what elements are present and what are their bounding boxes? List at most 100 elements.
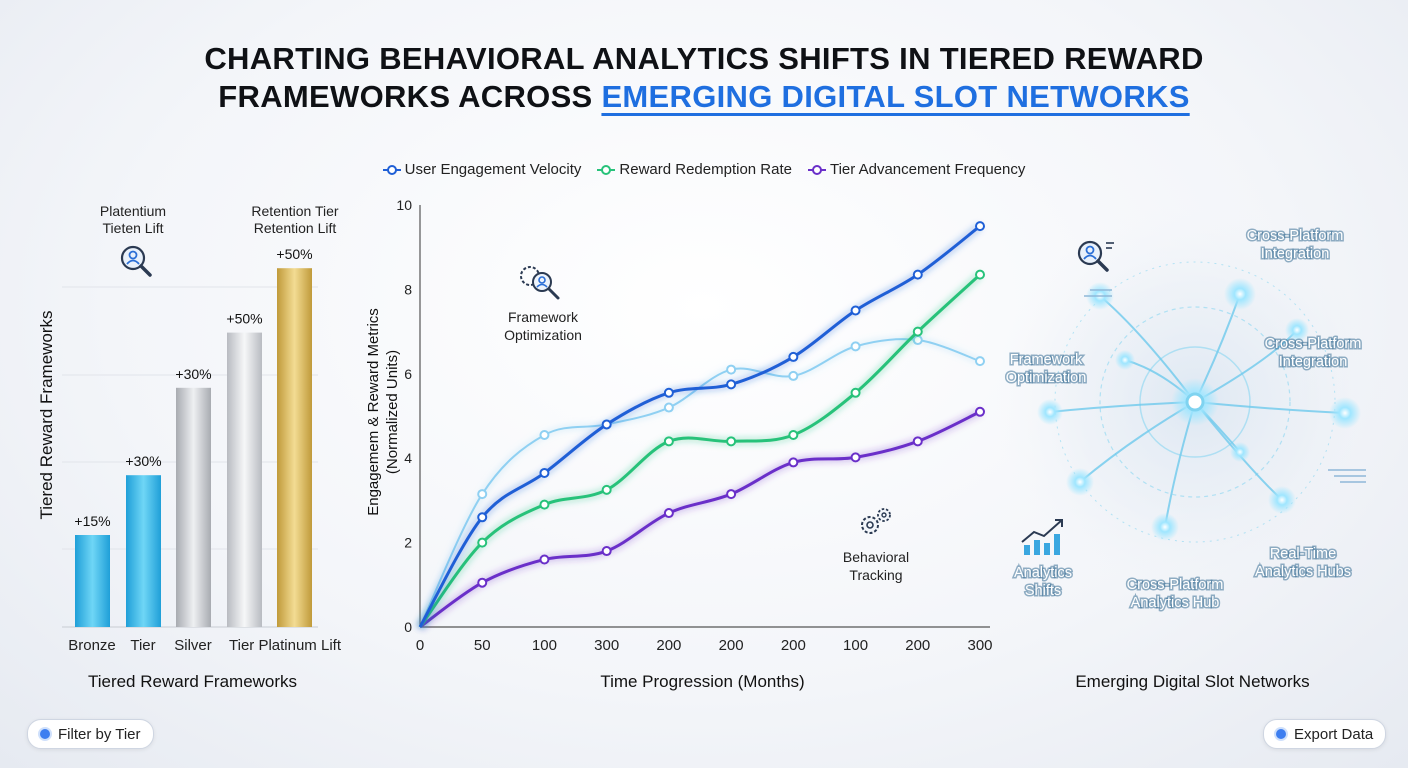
y-tick-label: 0 [404,619,412,635]
network-label-line1: Cross-Platform [1265,336,1362,352]
x-tick-label: 200 [781,637,806,654]
series-point [601,419,612,430]
page-title: CHARTING BEHAVIORAL ANALYTICS SHIFTS IN … [0,40,1408,116]
annotation-framework-optimization: Framework Optimization [504,266,582,343]
network-label: Analytics Shifts [1012,564,1073,601]
series-point [726,364,737,375]
bar-value-label: +30% [125,453,161,469]
series-point [912,326,923,337]
bar-series: +15% +30% +30% +50% +50% [74,246,313,627]
series-0 [416,221,985,629]
annotation-framework-line-1: Framework [508,309,579,325]
annotation-retention-line-1: Retention Tier [251,203,338,219]
series-glow [417,336,981,629]
network-label-line2: Analytics Hubs [1255,564,1351,580]
network-data-dashes [1084,289,1366,483]
series-2 [417,406,985,630]
network-caption: Emerging Digital Slot Networks [1075,672,1310,691]
y-tick-label: 4 [404,450,412,466]
series-line [418,224,981,628]
annotation-behavioral-line-2: Tracking [849,567,902,583]
bar-value-label: +15% [74,513,110,529]
legend-label: Tier Advancement Frequency [829,161,1026,178]
network-label-line1: Framework [1010,352,1083,368]
magnifier-person-icon [1077,240,1114,272]
legend-item: User Engagement Velocity [382,161,581,178]
network-label: Cross-Platform Integration [1245,227,1345,264]
series-glow [416,223,983,629]
annotation-platentium: Platentium Tieten Lift [100,203,166,277]
series-point [850,341,861,352]
annotation-behavioral-line-1: Behavioral [843,549,909,565]
network-label-line2: Shifts [1025,583,1061,599]
bar-4 [277,268,312,627]
trend-chart-icon [1021,519,1063,555]
y-tick-label: 6 [404,366,412,382]
network-label: Cross-Platform Analytics Hub [1125,576,1225,613]
series-point [912,436,923,447]
filter-by-tier-button[interactable]: Filter by Tier [27,719,154,749]
line-chart-y-ticks: 0 2 4 6 8 10 [396,197,412,635]
series-line [419,338,981,628]
y-tick-label: 10 [396,197,412,213]
network-label-line1: Cross-Platform [1127,577,1224,593]
annotation-platentium-line-2: Tieten Lift [103,220,164,236]
filter-button-label: Filter by Tier [58,725,141,743]
series-point [975,269,985,280]
series-point [912,269,923,280]
title-highlight: EMERGING DIGITAL SLOT NETWORKS [601,79,1190,114]
network-label-line1: Real-Time [1270,546,1336,562]
line-chart-x-ticks: 0 50 100 300 200 200 200 100 200 300 [416,637,993,654]
series-3 [417,335,985,629]
series-point [477,512,488,523]
x-tick-label: 300 [967,637,992,654]
line-series [416,221,985,630]
line-chart-x-axis-label: Time Progression (Months) [600,672,805,691]
bar-x-tick-label: Tier [130,637,155,654]
bar-x-ticks: Bronze Tier Silver Tier Platinum Lift [68,637,342,654]
y-tick-label: 2 [404,535,412,551]
network-backdrop [995,202,1395,602]
bar-x-tick-label: Tier Platinum Lift [229,637,342,654]
series-point [788,457,799,468]
x-tick-label: 200 [905,637,930,654]
x-tick-label: 200 [656,637,681,654]
series-point [601,546,612,557]
series-point [477,577,488,588]
network-label-line2: Optimization [1006,370,1087,386]
series-point [726,436,737,447]
export-data-button[interactable]: Export Data [1263,719,1387,749]
title-line-2: FRAMEWORKS ACROSS EMERGING DIGITAL SLOT … [0,78,1408,116]
series-point [477,537,488,548]
filter-indicator-icon [40,729,50,739]
bar-1 [126,475,161,627]
series-line [418,273,982,628]
series-point [726,379,737,390]
series-point [477,489,488,500]
series-point [788,351,799,362]
series-point [726,489,737,500]
series-point [850,387,861,398]
x-tick-label: 0 [416,637,424,654]
bar-value-label: +50% [226,311,262,327]
bar-chart-caption: Tiered Reward Frameworks [87,672,298,691]
x-tick-label: 200 [719,637,744,654]
x-tick-label: 50 [474,637,491,654]
network-rings [1054,261,1336,543]
x-tick-label: 100 [532,637,557,654]
network-labels: Cross-Platform Integration Cross-Platform I… [1004,227,1363,613]
series-line [419,410,981,629]
annotation-behavioral-tracking: Behavioral Tracking [843,508,909,583]
annotation-platentium-line-1: Platentium [100,203,166,219]
bar-chart: Tiered Reward Frameworks +15% +30% +30% +50… [37,203,342,654]
series-point [788,429,799,440]
legend-item: Reward Redemption Rate [597,161,792,178]
series-glow [417,408,982,630]
annotation-framework-line-2: Optimization [504,327,582,343]
network-nodes [1037,278,1361,541]
bar-x-tick-label: Bronze [68,637,116,654]
series-point [975,406,985,417]
series-point [850,305,861,316]
series-point [850,452,861,463]
x-tick-label: 100 [843,637,868,654]
